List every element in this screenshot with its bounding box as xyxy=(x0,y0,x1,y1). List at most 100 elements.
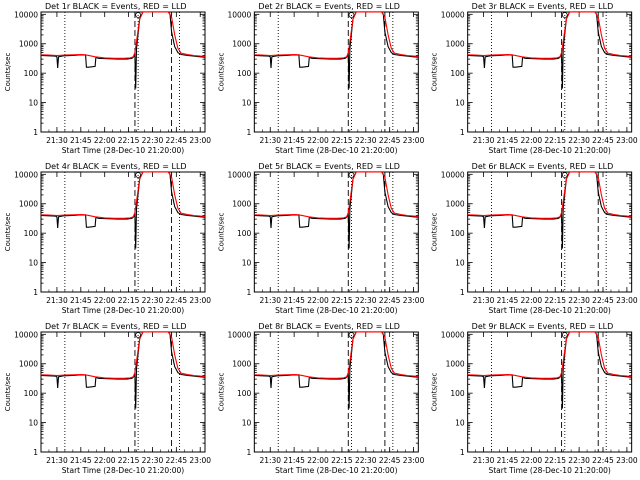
x-tick-label: 22:00 xyxy=(521,136,543,145)
events-series-line xyxy=(41,12,205,89)
x-axis-label: Start Time (28-Dec-10 21:20:00) xyxy=(62,146,184,155)
panel-5: Det 5r BLACK = Events, RED = LLD 1 10 100 10… xyxy=(217,162,424,315)
x-tick-label: 21:30 xyxy=(259,456,281,465)
y-tick-label: 10000 xyxy=(441,170,465,179)
x-tick-label: 21:45 xyxy=(497,136,519,145)
events-series-line xyxy=(254,332,419,409)
x-tick-label: 22:15 xyxy=(118,456,140,465)
x-tick-label: 21:45 xyxy=(283,456,305,465)
x-tick-label: 23:00 xyxy=(189,136,211,145)
x-tick-label: 22:15 xyxy=(331,456,353,465)
y-tick-label: 1 xyxy=(33,288,38,297)
y-tick-label: 100 xyxy=(450,69,465,78)
saturation-marker xyxy=(135,12,142,18)
y-axis-label: Counts/sec xyxy=(4,373,12,412)
plot-frame xyxy=(40,331,206,453)
y-tick-label: 10000 xyxy=(14,10,38,19)
plot-frame xyxy=(40,11,206,133)
y-tick-label: 100 xyxy=(24,229,39,238)
y-tick-label: 1000 xyxy=(446,200,465,209)
x-tick-label: 23:00 xyxy=(616,136,638,145)
y-tick-label: 1000 xyxy=(19,40,38,49)
x-tick-label: 23:00 xyxy=(616,296,638,305)
x-tick-label: 22:30 xyxy=(355,136,377,145)
y-tick-label: 10 xyxy=(455,99,465,108)
x-tick-label: 22:45 xyxy=(592,456,614,465)
panel-8: Det 8r BLACK = Events, RED = LLD 1 10 100 10… xyxy=(217,322,424,475)
x-tick-label: 22:30 xyxy=(142,136,164,145)
x-tick-label: 22:45 xyxy=(166,456,188,465)
y-tick-label: 10000 xyxy=(14,170,38,179)
y-tick-label: 100 xyxy=(450,229,465,238)
events-series-line xyxy=(467,332,632,409)
events-series-line xyxy=(467,12,632,89)
x-tick-label: 22:00 xyxy=(521,296,543,305)
x-axis-label: Start Time (28-Dec-10 21:20:00) xyxy=(488,306,610,315)
y-tick-label: 1000 xyxy=(232,200,251,209)
x-tick-label: 21:45 xyxy=(283,296,305,305)
panel-3: Det 3r BLACK = Events, RED = LLD 1 10 100 10… xyxy=(431,2,638,155)
x-tick-label: 22:45 xyxy=(166,136,188,145)
plot-frame xyxy=(467,171,633,293)
y-axis-label: Counts/sec xyxy=(217,53,225,92)
x-tick-label: 23:00 xyxy=(403,296,425,305)
y-tick-label: 10000 xyxy=(14,330,38,339)
y-tick-label: 10 xyxy=(455,419,465,428)
y-axis-label: Counts/sec xyxy=(431,213,439,252)
x-tick-label: 22:30 xyxy=(355,456,377,465)
x-tick-label: 23:00 xyxy=(189,456,211,465)
plot-frame xyxy=(467,331,633,453)
x-tick-label: 22:30 xyxy=(568,456,590,465)
x-tick-label: 22:45 xyxy=(379,296,401,305)
y-tick-label: 10 xyxy=(28,99,38,108)
x-axis-label: Start Time (28-Dec-10 21:20:00) xyxy=(62,306,184,315)
panel-title: Det 1r BLACK = Events, RED = LLD xyxy=(45,2,187,11)
y-tick-label: 100 xyxy=(24,69,39,78)
lld-series-line xyxy=(467,172,632,219)
y-tick-label: 1 xyxy=(460,448,465,457)
panel-title: Det 7r BLACK = Events, RED = LLD xyxy=(45,322,187,331)
x-tick-label: 22:30 xyxy=(568,136,590,145)
x-tick-label: 22:30 xyxy=(568,296,590,305)
x-tick-label: 22:45 xyxy=(592,296,614,305)
y-axis-label: Counts/sec xyxy=(217,373,225,412)
x-tick-label: 22:00 xyxy=(307,456,329,465)
y-tick-label: 1000 xyxy=(232,40,251,49)
x-tick-label: 23:00 xyxy=(403,136,425,145)
x-tick-label: 21:45 xyxy=(497,456,519,465)
panel-1: Det 1r BLACK = Events, RED = LLD 1 10 100 10… xyxy=(4,2,211,155)
x-tick-label: 21:30 xyxy=(473,456,495,465)
y-tick-label: 1000 xyxy=(19,360,38,369)
panel-title: Det 3r BLACK = Events, RED = LLD xyxy=(472,2,614,11)
events-series-line xyxy=(41,172,205,249)
y-tick-label: 10 xyxy=(455,259,465,268)
x-axis-label: Start Time (28-Dec-10 21:20:00) xyxy=(275,146,397,155)
lld-series-line xyxy=(41,12,205,59)
y-tick-label: 10 xyxy=(242,419,252,428)
y-tick-label: 10 xyxy=(242,99,252,108)
x-tick-label: 22:30 xyxy=(142,456,164,465)
y-tick-label: 1 xyxy=(247,128,252,137)
lld-series-line xyxy=(41,332,205,379)
saturation-marker xyxy=(348,12,355,18)
panel-title: Det 5r BLACK = Events, RED = LLD xyxy=(258,162,400,171)
plot-frame xyxy=(253,11,419,133)
y-tick-label: 1 xyxy=(33,128,38,137)
x-tick-label: 21:30 xyxy=(259,296,281,305)
events-series-line xyxy=(254,12,419,89)
y-tick-label: 100 xyxy=(237,229,252,238)
y-axis-label: Counts/sec xyxy=(4,213,12,252)
x-tick-label: 23:00 xyxy=(616,456,638,465)
panel-4: Det 4r BLACK = Events, RED = LLD 1 10 100 10… xyxy=(4,162,211,315)
x-tick-label: 22:15 xyxy=(544,456,566,465)
x-tick-label: 21:45 xyxy=(70,456,92,465)
x-tick-label: 22:00 xyxy=(307,136,329,145)
y-axis-label: Counts/sec xyxy=(431,53,439,92)
x-tick-label: 21:30 xyxy=(259,136,281,145)
x-axis-label: Start Time (28-Dec-10 21:20:00) xyxy=(275,306,397,315)
y-axis-label: Counts/sec xyxy=(431,373,439,412)
x-axis-label: Start Time (28-Dec-10 21:20:00) xyxy=(488,146,610,155)
x-tick-label: 22:15 xyxy=(118,296,140,305)
y-tick-label: 1000 xyxy=(232,360,251,369)
